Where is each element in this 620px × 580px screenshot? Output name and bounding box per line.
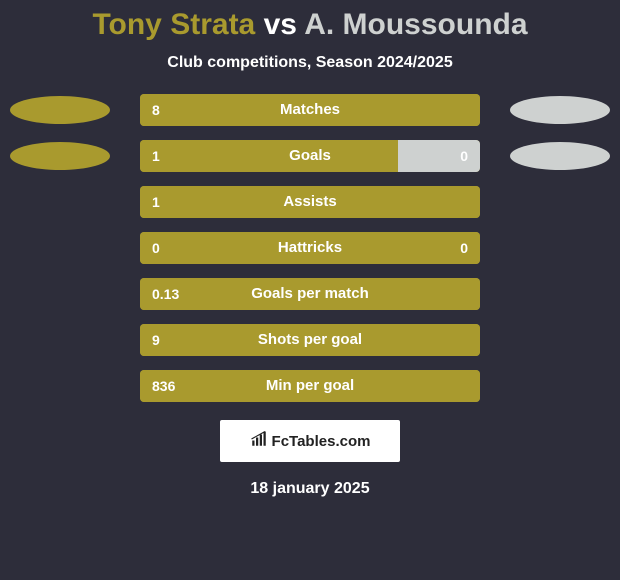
stat-value-player1: 8 <box>152 94 160 126</box>
comparison-title: Tony Strata vs A. Moussounda <box>0 0 620 46</box>
player1-oval <box>10 142 110 170</box>
bar-chart-icon <box>250 430 268 453</box>
stat-value-player1: 836 <box>152 370 175 402</box>
stat-label: Assists <box>140 186 480 218</box>
stat-label: Min per goal <box>140 370 480 402</box>
stat-label: Matches <box>140 94 480 126</box>
vs-text: vs <box>264 8 297 41</box>
stat-label: Goals <box>140 140 480 172</box>
stat-bar: Matches8 <box>140 94 480 126</box>
stat-row: Shots per goal9 <box>0 324 620 356</box>
date-text: 18 january 2025 <box>0 480 620 498</box>
stat-rows: Matches8Goals10Assists1Hattricks00Goals … <box>0 94 620 402</box>
stat-row: Min per goal836 <box>0 370 620 402</box>
stat-bar: Goals1 0 <box>140 140 480 172</box>
player2-oval <box>510 142 610 170</box>
stat-row: Hattricks0 0 <box>0 232 620 264</box>
stat-bar: Shots per goal9 <box>140 324 480 356</box>
stat-row: Matches8 <box>0 94 620 126</box>
branding-badge[interactable]: FcTables.com <box>220 420 400 462</box>
stat-value-player2: 0 <box>460 140 468 172</box>
stat-row: Goals per match0.13 <box>0 278 620 310</box>
stat-label: Hattricks <box>140 232 480 264</box>
stat-bar: Hattricks0 0 <box>140 232 480 264</box>
stat-label: Shots per goal <box>140 324 480 356</box>
stat-value-player2: 0 <box>460 232 468 264</box>
player1-oval <box>10 96 110 124</box>
stat-row: Goals1 0 <box>0 140 620 172</box>
stat-row: Assists1 <box>0 186 620 218</box>
stat-bar: Min per goal836 <box>140 370 480 402</box>
subtitle: Club competitions, Season 2024/2025 <box>0 54 620 72</box>
stat-label: Goals per match <box>140 278 480 310</box>
stat-value-player1: 1 <box>152 140 160 172</box>
stat-bar: Assists1 <box>140 186 480 218</box>
player2-oval <box>510 96 610 124</box>
player1-name: Tony Strata <box>92 8 255 41</box>
branding-text: FcTables.com <box>272 433 371 450</box>
stat-bar: Goals per match0.13 <box>140 278 480 310</box>
stat-value-player1: 1 <box>152 186 160 218</box>
stat-value-player1: 0 <box>152 232 160 264</box>
stat-value-player1: 9 <box>152 324 160 356</box>
stat-value-player1: 0.13 <box>152 278 179 310</box>
player2-name: A. Moussounda <box>304 8 527 41</box>
